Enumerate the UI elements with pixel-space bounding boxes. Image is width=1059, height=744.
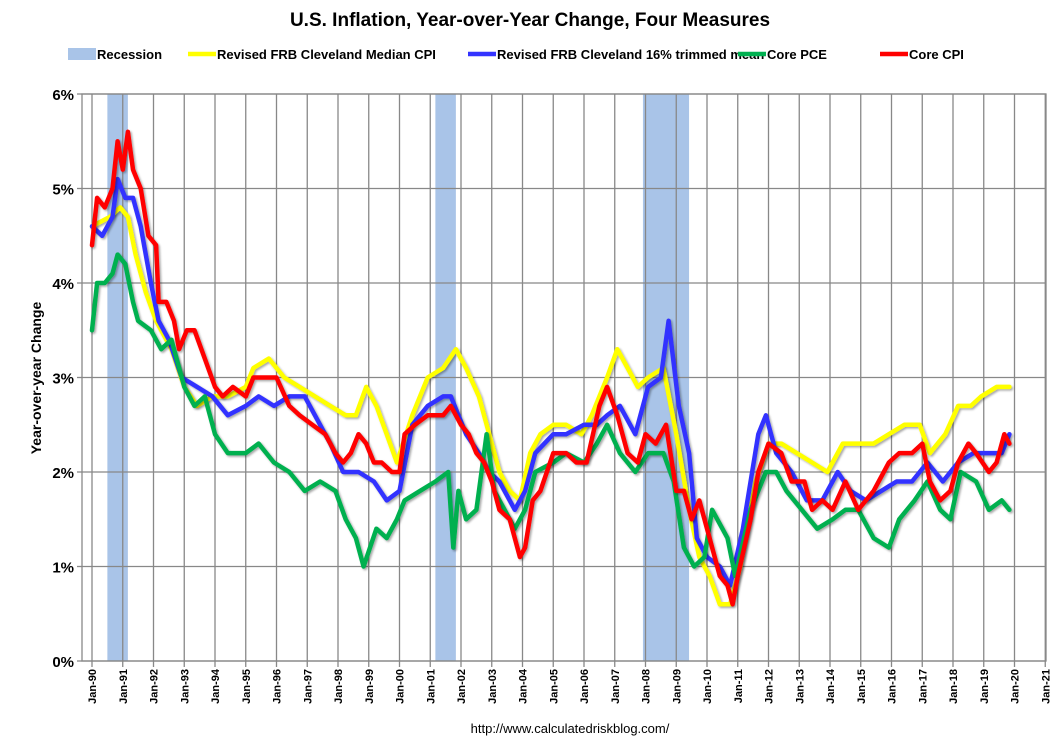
y-tick-label: 5%	[52, 182, 74, 199]
x-tick-label: Jan-14	[825, 668, 837, 704]
y-tick-label: 3%	[52, 371, 74, 388]
x-tick-label: Jan-96	[272, 669, 284, 704]
x-tick-label: Jan-00	[395, 669, 407, 704]
x-tick-label: Jan-05	[548, 669, 560, 704]
x-tick-label: Jan-17	[917, 669, 929, 704]
y-tick-label: 4%	[52, 276, 74, 293]
legend-label: Revised FRB Cleveland Median CPI	[217, 47, 436, 62]
x-tick-label: Jan-01	[425, 669, 437, 704]
y-tick-label: 1%	[52, 560, 74, 577]
legend-label: Core CPI	[909, 47, 964, 62]
x-tick-label: Jan-06	[579, 669, 591, 704]
x-tick-label: Jan-98	[333, 669, 345, 704]
legend: Recession Revised FRB Cleveland Median CP…	[68, 47, 964, 62]
plot-frame	[81, 93, 1047, 662]
legend-label: Recession	[97, 47, 162, 62]
x-tick-label: Jan-92	[149, 669, 161, 704]
series-line-revised-frb-cleveland-16-trimmed-mean	[89, 176, 1012, 588]
source-url: http://www.calculatedriskblog.com/	[471, 721, 670, 736]
x-tick-label: Jan-16	[887, 669, 899, 704]
x-tick-label: Jan-10	[702, 669, 714, 704]
x-tick-label: Jan-20	[1010, 669, 1022, 704]
x-tick-label: Jan-02	[456, 669, 468, 704]
x-tick-label: Jan-95	[241, 669, 253, 704]
series-line-core-cpi	[89, 129, 1012, 607]
x-tick-label: Jan-21	[1040, 669, 1052, 704]
legend-swatch	[68, 48, 96, 60]
x-tick-label: Jan-91	[118, 669, 130, 704]
x-tick-label: Jan-19	[979, 669, 991, 704]
x-tick-label: Jan-13	[794, 669, 806, 704]
x-tick-label: Jan-90	[87, 669, 99, 704]
x-tick-label: Jan-12	[764, 669, 776, 704]
x-tick-label: Jan-04	[518, 668, 530, 704]
y-axis-label: Year-over-year Change	[28, 302, 44, 455]
x-tick-label: Jan-99	[364, 669, 376, 704]
x-tick-label: Jan-03	[487, 669, 499, 704]
y-tick-label: 0%	[52, 654, 74, 671]
x-tick-label: Jan-93	[179, 669, 191, 704]
x-tick-label: Jan-08	[641, 669, 653, 704]
y-tick-label: 6%	[52, 87, 74, 104]
y-tick-label: 2%	[52, 465, 74, 482]
x-tick-label: Jan-09	[671, 669, 683, 704]
chart-title: U.S. Inflation, Year-over-Year Change, F…	[290, 10, 770, 31]
legend-label: Core PCE	[767, 47, 827, 62]
x-tick-label: Jan-07	[610, 669, 622, 704]
x-tick-label: Jan-94	[210, 668, 222, 704]
series-line-revised-frb-cleveland-median-cpi	[89, 205, 1012, 607]
x-tick-label: Jan-18	[948, 669, 960, 704]
x-tick-label: Jan-15	[856, 669, 868, 704]
legend-label: Revised FRB Cleveland 16% trimmed mean	[497, 47, 764, 62]
x-tick-label: Jan-11	[733, 669, 745, 703]
x-tick-label: Jan-97	[302, 669, 314, 704]
